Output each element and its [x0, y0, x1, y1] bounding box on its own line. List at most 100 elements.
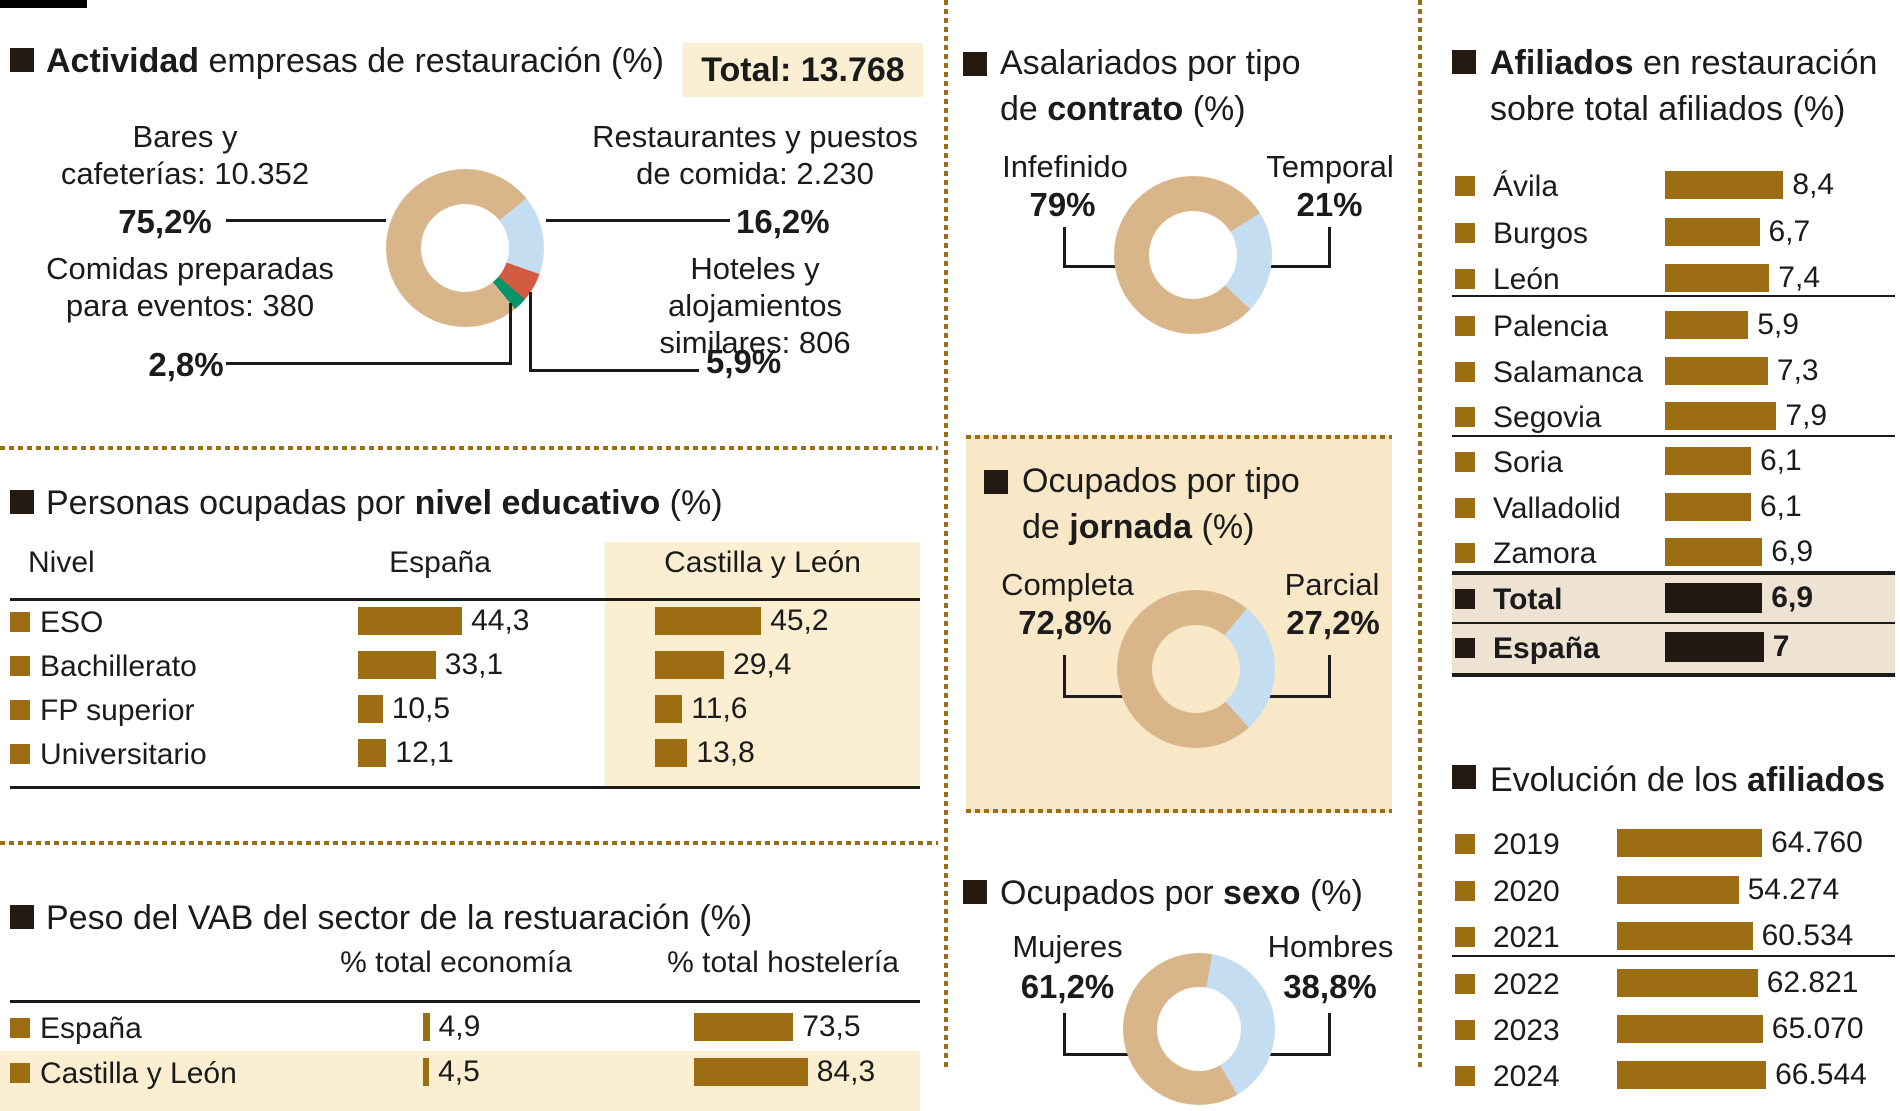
jornada-left-label: Completa	[1001, 567, 1134, 602]
label-restaurantes-line1: Restaurantes y puestos	[592, 119, 918, 154]
bar-value: 60.534	[1761, 919, 1854, 952]
pct-bares: 75,2%	[118, 203, 212, 240]
bar	[1665, 493, 1751, 521]
bar	[358, 695, 383, 723]
bar-value: 45,2	[770, 604, 829, 637]
afiliados-title-line2: sobre total afiliados (%)	[1490, 90, 1846, 128]
bar	[1665, 264, 1770, 292]
bar	[694, 1013, 794, 1041]
bar-value: 7,4	[1778, 261, 1821, 294]
province-bar: 6,7	[1665, 215, 1811, 248]
educativo-title: Personas ocupadas por nivel educativo (%…	[46, 480, 723, 526]
evolucion-title-bold: afiliados	[1747, 761, 1885, 799]
vab-row-label: España	[40, 1012, 142, 1045]
bar	[1665, 402, 1777, 430]
sexo-donut-chart	[1123, 953, 1275, 1105]
edu-row-label: ESO	[40, 606, 104, 639]
bar	[1665, 583, 1763, 613]
bar-value: 12,1	[395, 736, 454, 769]
bar-value: 11,6	[691, 692, 748, 725]
col-header-cyl: Castilla y León	[664, 546, 861, 579]
column-separator-2	[1418, 0, 1422, 1069]
bar-value: 10,5	[391, 692, 451, 725]
jornada-right-pct: 27,2%	[1286, 604, 1380, 641]
row-bullet-icon	[1455, 269, 1475, 289]
section-bullet-icon	[10, 48, 34, 72]
section-separator-2	[0, 841, 938, 845]
label-bares-line1: Bares y	[132, 119, 238, 154]
pct-restaurantes: 16,2%	[736, 203, 830, 240]
label-hoteles-line1: Hoteles y alojamientos	[667, 251, 843, 323]
table-bottom-line	[10, 786, 920, 789]
group-divider-line	[1452, 955, 1895, 957]
bar-value: 73,5	[802, 1010, 861, 1043]
callout-line-hoteles	[529, 369, 699, 372]
bar-value: 4,9	[438, 1010, 481, 1043]
row-bullet-icon	[1455, 974, 1475, 994]
row-bullet-icon	[1455, 834, 1475, 854]
top-crop-mark	[0, 0, 87, 8]
bar	[1617, 1061, 1767, 1089]
label-bares-line2: cafeterías: 10.352	[60, 156, 310, 191]
bar-value: 62.821	[1766, 966, 1859, 999]
contrato-right-label: Temporal	[1266, 149, 1394, 184]
bar	[1617, 876, 1739, 904]
bar	[1665, 632, 1764, 662]
bar	[1665, 538, 1763, 566]
year-label: 2020	[1493, 875, 1560, 908]
sexo-left-pct: 61,2%	[1020, 968, 1115, 1005]
vab-bar-economia: 4,5	[423, 1055, 480, 1088]
province-bar: 6,1	[1665, 444, 1802, 477]
callout-vline-hoteles	[529, 292, 532, 372]
callout-elbow-right	[1253, 227, 1331, 268]
vab-bar-hosteleria: 73,5	[694, 1010, 861, 1043]
bar-value: 6,1	[1760, 490, 1802, 523]
label-hoteles-line2: similares: 806	[659, 325, 851, 360]
bar-value: 33,1	[444, 648, 504, 681]
province-bar: 6,9	[1665, 535, 1813, 568]
callout-line-bares	[226, 219, 386, 222]
col-header-economia: % total economía	[340, 946, 572, 979]
jornada-title-line2-pre: de	[1022, 508, 1070, 546]
row-bullet-icon	[10, 744, 30, 764]
espana-label: España	[1493, 632, 1600, 665]
bar	[1617, 969, 1758, 997]
row-bullet-icon	[10, 1063, 30, 1083]
row-bullet-icon	[10, 612, 30, 632]
bar-value: 8,4	[1792, 168, 1835, 201]
year-label: 2022	[1493, 968, 1560, 1001]
row-bullet-icon	[1455, 638, 1475, 658]
bar	[423, 1013, 430, 1041]
callout-line-restaurantes	[546, 219, 730, 222]
evolucion-title: Evolución de los afiliados	[1490, 757, 1885, 803]
bar	[655, 739, 688, 767]
province-bar: 8,4	[1665, 168, 1835, 201]
educativo-title-bold: nivel educativo	[414, 484, 661, 522]
year-label: 2019	[1493, 828, 1560, 861]
col-header-nivel: Nivel	[28, 546, 95, 579]
afiliados-title-bold: Afiliados	[1490, 44, 1634, 82]
sexo-title-post: (%)	[1300, 874, 1363, 912]
jornada-title-line2-bold: jornada	[1069, 508, 1193, 546]
section-bullet-icon	[1452, 765, 1476, 789]
province-label: Ávila	[1493, 170, 1559, 203]
bar-value: 29,4	[733, 648, 792, 681]
edu-bar-cyl: 29,4	[655, 648, 792, 681]
callout-vline-comidas	[509, 303, 512, 365]
contrato-title-line1: Asalariados por tipo	[1000, 44, 1301, 82]
label-comidas: Comidas preparadas para eventos: 380	[40, 250, 340, 324]
province-bar: 6,1	[1665, 490, 1802, 523]
province-label: Segovia	[1493, 401, 1602, 434]
bar-value: 7,9	[1785, 399, 1828, 432]
bar-value: 6,7	[1768, 215, 1811, 248]
bar	[423, 1058, 430, 1086]
jornada-title-line2-post: (%)	[1192, 508, 1255, 546]
section-bullet-icon	[10, 490, 34, 514]
espana-bar: 7	[1665, 630, 1789, 663]
sexo-title-bold: sexo	[1223, 874, 1301, 912]
box-border-top	[966, 435, 1392, 439]
bar-value: 64.760	[1771, 826, 1863, 859]
edu-bar-espana: 12,1	[358, 736, 454, 769]
label-comidas-line1: Comidas preparadas	[46, 251, 334, 286]
jornada-title-line1: Ocupados por tipo	[1022, 462, 1300, 500]
